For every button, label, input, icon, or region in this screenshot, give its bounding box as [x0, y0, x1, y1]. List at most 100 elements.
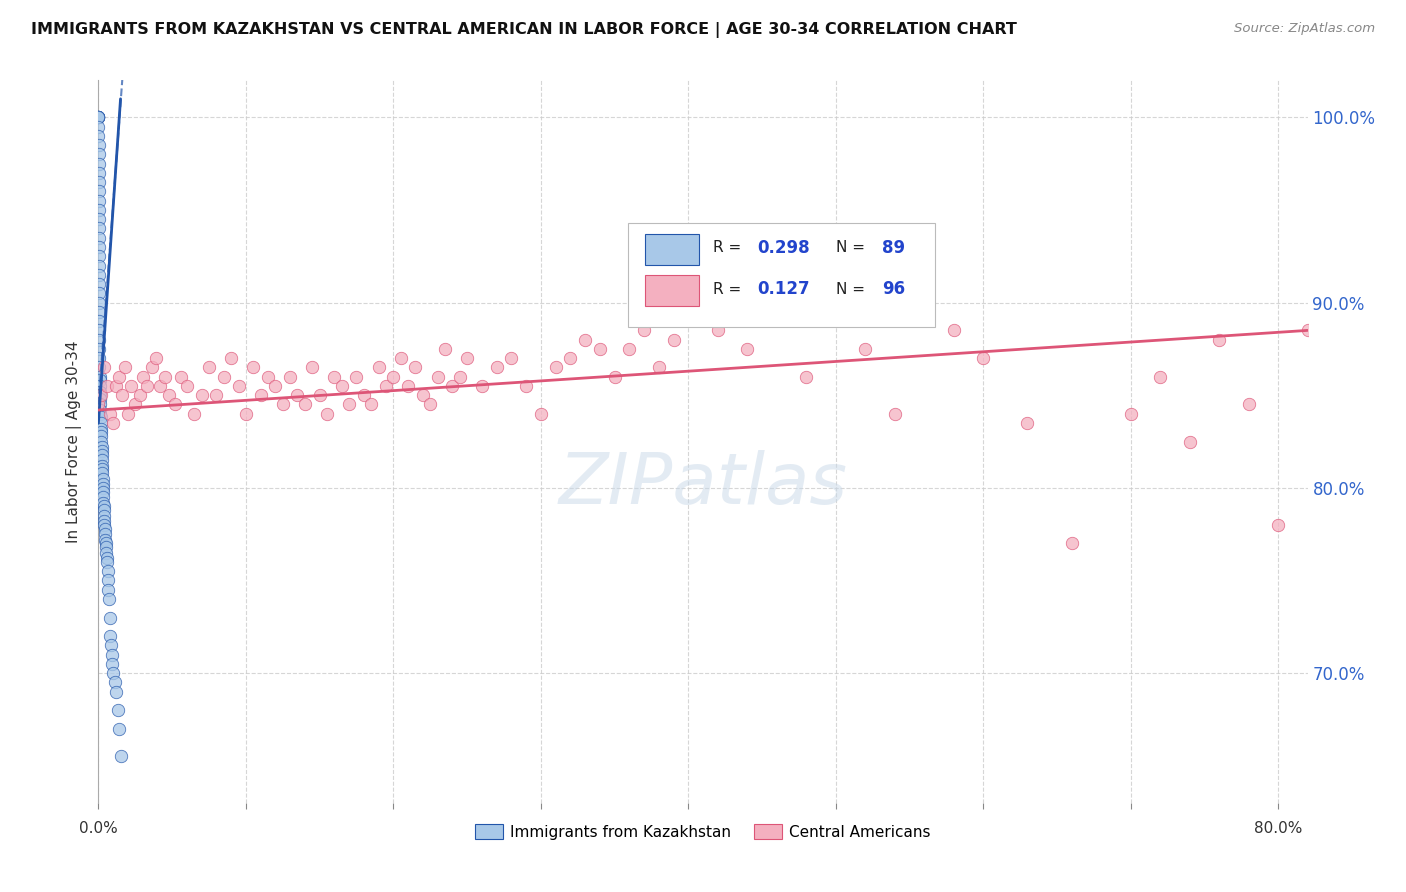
- Point: [87, 221, 110, 235]
- Point: [87, 268, 110, 282]
- Point: [91, 466, 114, 480]
- Point: [735, 342, 758, 356]
- Point: [100, 638, 122, 652]
- Text: 80.0%: 80.0%: [1254, 822, 1302, 837]
- Point: [89, 384, 111, 399]
- Point: [242, 360, 264, 375]
- Point: [94, 527, 117, 541]
- Point: [346, 369, 368, 384]
- Point: [648, 360, 671, 375]
- Point: [91, 484, 114, 499]
- Point: [98, 610, 121, 624]
- Point: [1208, 333, 1230, 347]
- Point: [145, 351, 167, 366]
- Point: [108, 369, 131, 384]
- Point: [353, 388, 375, 402]
- Point: [337, 397, 360, 411]
- Point: [94, 533, 117, 547]
- Point: [205, 388, 228, 402]
- Y-axis label: In Labor Force | Age 30-34: In Labor Force | Age 30-34: [66, 340, 83, 543]
- Point: [131, 369, 153, 384]
- Point: [87, 111, 110, 125]
- Point: [87, 240, 110, 254]
- Point: [972, 351, 994, 366]
- Point: [389, 351, 412, 366]
- Text: ZIPatlas: ZIPatlas: [558, 450, 848, 519]
- Point: [183, 407, 205, 421]
- Point: [128, 388, 150, 402]
- Text: R =: R =: [713, 282, 741, 296]
- Point: [912, 295, 935, 310]
- Point: [883, 407, 905, 421]
- Point: [87, 249, 110, 263]
- Point: [87, 185, 110, 199]
- Point: [794, 369, 817, 384]
- Point: [124, 397, 146, 411]
- Point: [89, 314, 111, 328]
- Point: [87, 305, 110, 319]
- Point: [93, 503, 115, 517]
- Point: [89, 373, 111, 387]
- Point: [93, 514, 115, 528]
- Point: [89, 333, 111, 347]
- Point: [87, 259, 110, 273]
- Point: [87, 138, 110, 153]
- Point: [114, 360, 136, 375]
- Point: [544, 360, 567, 375]
- Point: [98, 407, 121, 421]
- Point: [176, 379, 198, 393]
- Point: [97, 574, 120, 588]
- Point: [89, 388, 111, 402]
- Text: 96: 96: [882, 280, 905, 298]
- Point: [501, 351, 523, 366]
- Point: [94, 540, 117, 554]
- Point: [94, 522, 117, 536]
- Point: [98, 629, 121, 643]
- Point: [367, 360, 389, 375]
- Text: 0.298: 0.298: [758, 239, 810, 257]
- Point: [1178, 434, 1201, 449]
- Point: [375, 379, 398, 393]
- Point: [89, 403, 111, 417]
- Point: [101, 657, 124, 671]
- Point: [89, 360, 111, 375]
- Point: [87, 194, 110, 208]
- Point: [91, 490, 114, 504]
- Point: [87, 147, 110, 161]
- Text: 0.127: 0.127: [758, 280, 810, 298]
- Point: [87, 120, 110, 134]
- Point: [93, 360, 115, 375]
- Point: [228, 379, 250, 393]
- Point: [87, 212, 110, 227]
- Point: [433, 342, 456, 356]
- Point: [264, 379, 287, 393]
- Point: [96, 379, 118, 393]
- Point: [278, 369, 301, 384]
- Text: 89: 89: [882, 239, 905, 257]
- Point: [91, 462, 114, 476]
- Point: [110, 749, 132, 764]
- Point: [678, 268, 700, 282]
- Text: R =: R =: [713, 241, 741, 255]
- Point: [404, 360, 426, 375]
- Point: [396, 379, 419, 393]
- Point: [426, 369, 449, 384]
- Text: N =: N =: [837, 282, 865, 296]
- Point: [301, 360, 323, 375]
- Point: [1267, 517, 1289, 532]
- Point: [485, 360, 508, 375]
- Point: [574, 333, 596, 347]
- Point: [91, 453, 114, 467]
- Point: [1237, 397, 1260, 411]
- Point: [101, 416, 124, 430]
- Point: [93, 496, 115, 510]
- Point: [1119, 407, 1142, 421]
- Point: [153, 369, 176, 384]
- Point: [87, 231, 110, 245]
- Point: [89, 392, 111, 406]
- Point: [87, 111, 110, 125]
- Point: [87, 166, 110, 180]
- Point: [87, 111, 110, 125]
- Text: N =: N =: [837, 241, 865, 255]
- FancyBboxPatch shape: [645, 276, 699, 306]
